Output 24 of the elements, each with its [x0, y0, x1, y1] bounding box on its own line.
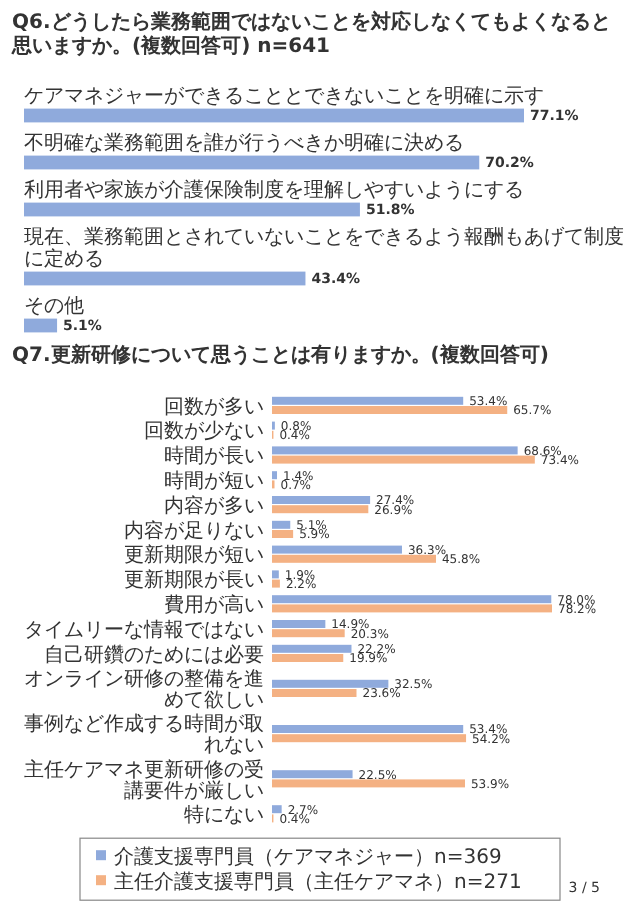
y-tick-label: 費用が高い	[164, 593, 264, 617]
y-tick-label: 主任ケアマネ更新研修の受講要件が厳しい	[24, 757, 264, 803]
y-tick-label: 自己研鑽のためには必要	[44, 642, 264, 667]
y-tick-label: 事例など作成する時間が取れない	[24, 712, 264, 758]
y-tick-label: 回数が多い	[164, 394, 264, 419]
y-tick-label: ケアマネジャーができることとできないことを明確に示す	[24, 86, 544, 108]
y-tick-label: 現在、業務範囲とされていないことをできるよう報酬もあげて制度に定める	[24, 225, 624, 271]
y-tick-label: その他	[24, 294, 84, 318]
y-tick-label: 更新期限が短い	[124, 543, 264, 568]
legend-label: 介護支援専門員（ケアマネジャー）n=369	[114, 845, 502, 870]
y-tick-label: オンライン研修の整備を進めて欲しい	[24, 667, 264, 713]
y-tick-label: 利用者や家族が介護保険制度を理解しやすいようにする	[24, 178, 524, 202]
y-tick-label: タイムリーな情報ではない	[24, 617, 264, 642]
y-tick-label: 時間が短い	[164, 469, 264, 493]
y-tick-label: 更新期限が長い	[124, 568, 264, 593]
y-tick-label: 特にない	[184, 803, 264, 827]
chart-title: Q6.どうしたら業務範囲ではないことを対応しなくてもよくなると思いますか。(複数回答可) n=641	[10, 10, 611, 58]
y-tick-label: 内容が足りない	[124, 518, 264, 543]
legend-label: 主任介護支援専門員（主任ケアマネ）n=271	[114, 870, 522, 895]
y-tick-label: 内容が多い	[164, 493, 264, 518]
y-tick-label: 回数が少ない	[144, 419, 264, 444]
y-tick-label: 不明確な業務範囲を誰が行うべきか明確に決める	[24, 131, 464, 155]
chart-title: Q7.更新研修について思うことは有りますか。(複数回答可)	[12, 343, 549, 367]
y-tick-label: 時間が長い	[164, 444, 264, 469]
